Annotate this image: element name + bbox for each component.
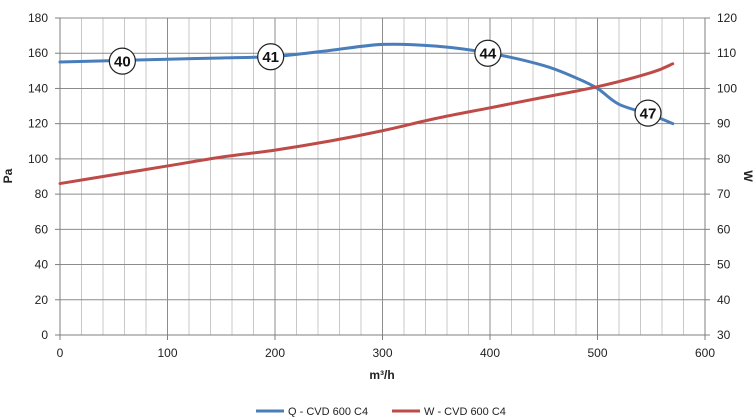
- y-tick-label-left: 0: [41, 328, 48, 342]
- annotation-label: 47: [640, 106, 657, 123]
- y-tick-label-right: 30: [717, 328, 731, 342]
- y-tick-label-left: 180: [28, 11, 48, 25]
- y-axis-title-right: W: [741, 170, 753, 182]
- annotation-circle: [474, 39, 502, 67]
- annotation-circle: [634, 99, 662, 127]
- x-tick-label: 500: [587, 346, 607, 360]
- y-tick-label-right: 80: [717, 152, 731, 166]
- legend: Q - CVD 600 C4 W - CVD 600 C4: [256, 406, 506, 417]
- y-tick-label-left: 140: [28, 81, 48, 95]
- y-tick-label-left: 120: [28, 117, 48, 131]
- tick-labels: 0 100 200 300 400 500 600 0 20 40 60 80 100 120 140 160…: [28, 11, 737, 360]
- x-tick-label: 600: [695, 346, 715, 360]
- y-axis-title-left: Pa: [1, 168, 15, 183]
- x-tick-label: 400: [480, 346, 500, 360]
- annotation-label: 41: [262, 49, 279, 66]
- y-tick-label-right: 90: [717, 117, 731, 131]
- x-tick-label: 0: [57, 346, 64, 360]
- y-tick-label-right: 60: [717, 222, 731, 236]
- y-tick-label-right: 110: [717, 46, 736, 60]
- series-line-w: [58, 62, 675, 186]
- x-tick-label: 200: [265, 346, 285, 360]
- annotation-circle: [257, 43, 285, 71]
- x-tick-label: 300: [372, 346, 392, 360]
- x-tick-label: 100: [157, 346, 177, 360]
- y-tick-label-right: 100: [717, 81, 737, 95]
- legend-label-q: Q - CVD 600 C4: [288, 406, 368, 417]
- y-tick-label-right: 120: [717, 11, 737, 25]
- y-tick-label-left: 60: [35, 222, 49, 236]
- annotations: 40 41 44 47: [108, 39, 662, 127]
- series-line-q: [58, 42, 675, 126]
- y-tick-label-left: 80: [35, 187, 49, 201]
- annotation-label: 44: [480, 46, 497, 63]
- y-tick-label-right: 50: [717, 258, 731, 272]
- y-tick-label-left: 40: [35, 258, 49, 272]
- annotation-label: 40: [114, 54, 131, 71]
- y-tick-label-right: 70: [717, 187, 731, 201]
- series-lines: [58, 42, 675, 186]
- x-axis-title: m³/h: [369, 368, 394, 382]
- y-tick-label-right: 40: [717, 293, 731, 307]
- y-tick-label-left: 100: [28, 152, 48, 166]
- axes: [55, 17, 710, 340]
- y-tick-label-left: 160: [28, 46, 48, 60]
- legend-label-w: W - CVD 600 C4: [424, 406, 506, 417]
- annotation-circle: [108, 47, 136, 75]
- grid: [60, 17, 705, 335]
- y-tick-label-left: 20: [35, 293, 49, 307]
